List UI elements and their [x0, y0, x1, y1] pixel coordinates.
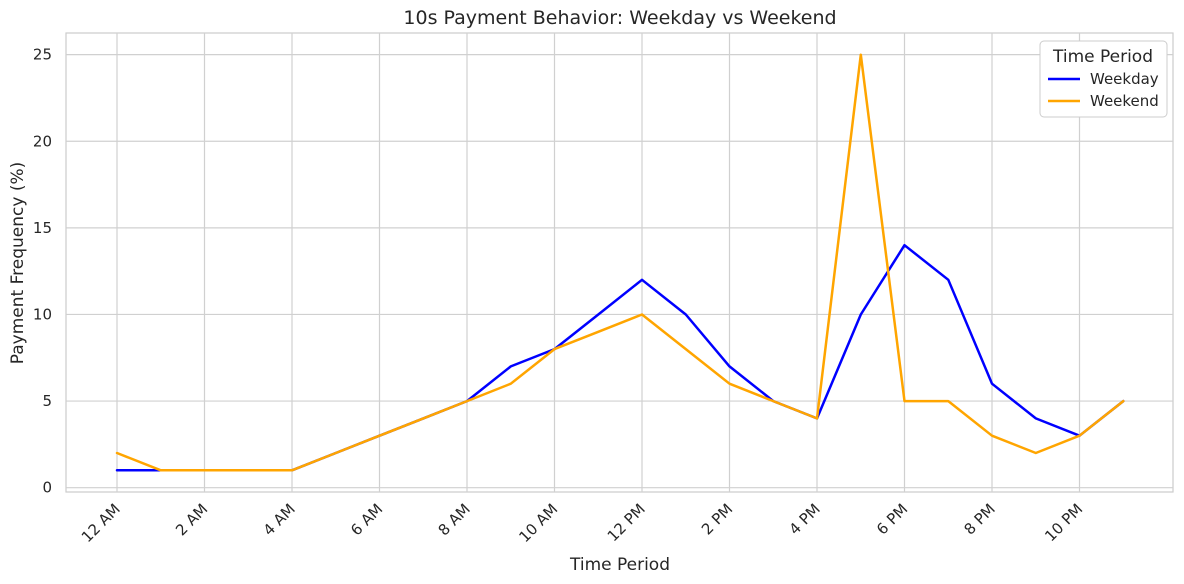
x-axis-label: Time Period	[569, 555, 670, 575]
x-tick-label: 10 AM	[515, 500, 561, 546]
x-tick-label: 8 AM	[435, 500, 474, 539]
x-tick-label: 12 PM	[604, 500, 649, 545]
grid	[66, 33, 1173, 492]
x-tick-label: 2 AM	[172, 500, 211, 539]
x-tick-label: 10 PM	[1041, 500, 1086, 545]
plot-area	[65, 32, 1174, 493]
x-tick-label: 4 AM	[260, 500, 299, 539]
x-tick-labels: 12 AM 2 AM 4 AM 6 AM 8 AM 10 AM 12 PM 2 PM 4 PM 6…	[78, 500, 1087, 546]
x-tick-label: 6 PM	[873, 500, 911, 538]
chart-title: 10s Payment Behavior: Weekday vs Weekend	[403, 7, 836, 29]
x-tick-label: 2 PM	[698, 500, 736, 538]
series-line-weekend	[115, 53, 1125, 472]
x-tick-label: 4 PM	[785, 500, 823, 538]
y-tick-label: 10	[33, 305, 52, 323]
y-axis-label: Payment Frequency (%)	[8, 162, 28, 364]
y-tick-label: 15	[33, 219, 52, 237]
legend-label-weekday: Weekday	[1090, 70, 1159, 88]
legend-box	[1039, 40, 1168, 118]
y-tick-label: 0	[42, 479, 52, 497]
legend-label-weekend: Weekend	[1090, 92, 1159, 110]
x-tick-label: 6 AM	[347, 500, 386, 539]
y-tick-label: 25	[33, 46, 52, 64]
y-tick-label: 20	[33, 132, 52, 150]
x-tick-label: 12 AM	[78, 500, 124, 546]
x-tick-label: 8 PM	[960, 500, 998, 538]
series-lines	[115, 53, 1125, 472]
y-tick-labels: 0 5 10 15 20 25	[33, 46, 52, 497]
legend-title: Time Period	[1052, 47, 1153, 67]
legend: Time Period Weekday Weekend	[1039, 40, 1168, 118]
y-tick-label: 5	[42, 392, 52, 410]
